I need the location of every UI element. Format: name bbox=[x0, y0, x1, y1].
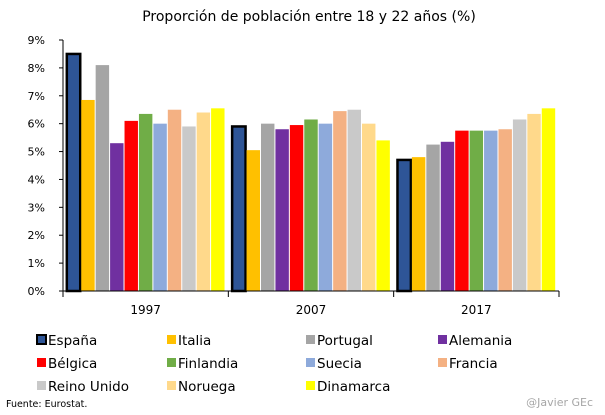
legend-swatch bbox=[37, 358, 46, 367]
bar-portugal-2017 bbox=[426, 144, 440, 291]
bar-reino-unido-1997 bbox=[182, 126, 196, 291]
bar-italia-2007 bbox=[246, 150, 260, 291]
y-tick-label: 6% bbox=[28, 118, 45, 131]
legend-swatch bbox=[36, 334, 47, 345]
bar-bélgica-1997 bbox=[124, 120, 138, 291]
legend-label: Dinamarca bbox=[317, 379, 390, 395]
y-axis: 0% 1% 2% 3% 4% 5% 6% 7% 8% 9% bbox=[28, 34, 64, 298]
bar-alemania-2007 bbox=[275, 129, 289, 291]
x-category-label: 2017 bbox=[461, 303, 492, 317]
bar-portugal-2007 bbox=[260, 123, 275, 292]
bar-españa-2017 bbox=[396, 158, 413, 293]
y-tick-label: 4% bbox=[28, 173, 45, 186]
bar-italia-2017 bbox=[411, 157, 426, 291]
bar-finlandia-2007 bbox=[304, 119, 318, 291]
legend-label: Bélgica bbox=[48, 356, 97, 372]
legend-label: Portugal bbox=[317, 333, 373, 349]
y-tick-label: 2% bbox=[28, 229, 45, 242]
legend-swatch bbox=[306, 335, 315, 344]
y-tick-label: 1% bbox=[28, 257, 45, 270]
x-category-label: 2007 bbox=[296, 303, 327, 317]
legend-swatch bbox=[167, 358, 176, 367]
legend-label: Noruega bbox=[178, 379, 236, 395]
legend-label: Finlandia bbox=[178, 356, 238, 372]
bar-dinamarca-2007 bbox=[376, 140, 390, 291]
bar-reino-unido-2017 bbox=[512, 119, 527, 291]
x-axis: 1997 2007 2017 bbox=[62, 290, 560, 317]
bar-españa-1997 bbox=[65, 52, 82, 293]
bar-francia-2007 bbox=[333, 111, 347, 291]
legend-label: Italia bbox=[178, 333, 211, 349]
bar-noruega-2007 bbox=[362, 123, 376, 292]
bar-noruega-1997 bbox=[196, 112, 211, 291]
legend-swatch bbox=[167, 381, 176, 390]
y-tick-label: 0% bbox=[28, 285, 45, 298]
bar-alemania-2017 bbox=[440, 141, 455, 291]
x-category-label: 1997 bbox=[130, 303, 161, 317]
bar-suecia-2007 bbox=[318, 123, 333, 292]
author-credit: @Javier GEc bbox=[526, 396, 593, 409]
legend-swatch bbox=[37, 381, 46, 390]
bar-francia-2017 bbox=[498, 129, 512, 291]
legend-label: Suecia bbox=[317, 356, 362, 372]
chart-title: Proporción de población entre 18 y 22 añ… bbox=[142, 9, 476, 25]
legend-swatch bbox=[167, 335, 176, 344]
bar-suecia-1997 bbox=[153, 123, 167, 292]
bar-finlandia-1997 bbox=[138, 113, 153, 292]
legend-swatch bbox=[306, 358, 315, 367]
bar-bélgica-2017 bbox=[455, 130, 469, 291]
bar-reino-unido-2007 bbox=[347, 109, 362, 291]
legend-swatch bbox=[438, 335, 447, 344]
legend-label: Alemania bbox=[449, 333, 512, 349]
y-tick-label: 7% bbox=[28, 90, 45, 103]
y-tick-label: 9% bbox=[28, 34, 45, 47]
bar-alemania-1997 bbox=[110, 143, 124, 291]
legend-label: Reino Unido bbox=[48, 379, 129, 395]
bar-italia-1997 bbox=[81, 99, 95, 291]
bars bbox=[65, 52, 556, 293]
legend-label: España bbox=[48, 333, 97, 349]
bar-dinamarca-2017 bbox=[541, 108, 556, 291]
y-tick-label: 3% bbox=[28, 201, 45, 214]
legend-swatch bbox=[306, 381, 315, 390]
y-tick-label: 8% bbox=[28, 62, 45, 75]
legend-label: Francia bbox=[449, 356, 498, 372]
bar-bélgica-2007 bbox=[289, 125, 304, 291]
bar-españa-2007 bbox=[230, 125, 247, 293]
source-note: Fuente: Eurostat. bbox=[6, 399, 88, 410]
bar-suecia-2017 bbox=[484, 130, 498, 291]
bar-francia-1997 bbox=[167, 109, 182, 291]
bar-noruega-2017 bbox=[527, 113, 541, 292]
bar-finlandia-2017 bbox=[469, 130, 484, 291]
legend-swatch bbox=[438, 358, 447, 367]
y-tick-label: 5% bbox=[28, 146, 45, 159]
bar-dinamarca-1997 bbox=[211, 108, 225, 291]
legend: España Italia Portugal Alemania Bélgica Finla… bbox=[36, 333, 512, 395]
bar-portugal-1997 bbox=[95, 65, 110, 291]
